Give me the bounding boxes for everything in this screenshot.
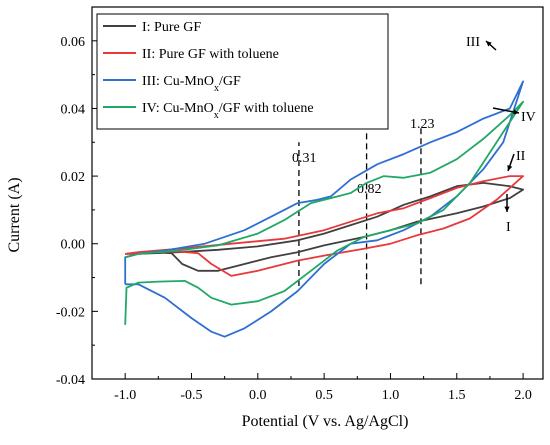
y-tick-label: -0.02 <box>56 305 85 320</box>
curve-label: III <box>466 35 480 50</box>
x-tick-label: 1.0 <box>382 388 400 403</box>
marker-label: 0.82 <box>357 182 382 197</box>
legend-label: I: Pure GF <box>142 20 201 35</box>
series-line <box>125 175 524 277</box>
legend-label: II: Pure GF with toluene <box>142 47 279 62</box>
x-tick-label: 2.0 <box>514 388 532 403</box>
series-line <box>125 182 524 272</box>
x-tick-label: -1.0 <box>114 388 136 403</box>
x-axis-title: Potential (V vs. Ag/AgCl) <box>242 413 409 430</box>
curve-label: IV <box>521 110 536 125</box>
plot-area-border <box>91 6 544 380</box>
y-tick-label: 0.06 <box>61 35 86 50</box>
arrow-head <box>504 206 510 212</box>
vertical-lines: 0.31 0.82 1.23 <box>292 108 435 290</box>
legend-box <box>96 13 389 130</box>
arrow-head <box>513 109 519 115</box>
series-line <box>124 100 524 325</box>
arrow-head <box>507 165 513 171</box>
x-tick-label: -0.5 <box>180 388 202 403</box>
series-layer <box>124 80 524 338</box>
curve-label: II <box>516 149 526 164</box>
y-axis-title: Current (A) <box>6 177 23 252</box>
marker-label: 0.31 <box>292 151 317 166</box>
x-tick-label: 1.5 <box>448 388 466 403</box>
plot-frame <box>91 6 544 380</box>
curve-label: I <box>506 220 511 235</box>
y-tick-label: 0.00 <box>61 238 86 253</box>
x-tick-label: 0.5 <box>315 388 333 403</box>
ticks: -1.0 -0.5 0.0 0.5 1.0 1.5 2.0 -0.04 -0.02 0.00 0.0… <box>56 35 532 403</box>
y-tick-label: -0.04 <box>56 373 85 388</box>
y-tick-label: 0.04 <box>61 102 86 117</box>
series-line <box>124 80 524 338</box>
x-tick-label: 0.0 <box>249 388 267 403</box>
y-tick-label: 0.02 <box>61 170 86 185</box>
arrow-head <box>486 41 492 47</box>
marker-label: 1.23 <box>410 117 435 132</box>
legend-label: IV: Cu-MnOx/GF with toluene <box>142 101 314 121</box>
